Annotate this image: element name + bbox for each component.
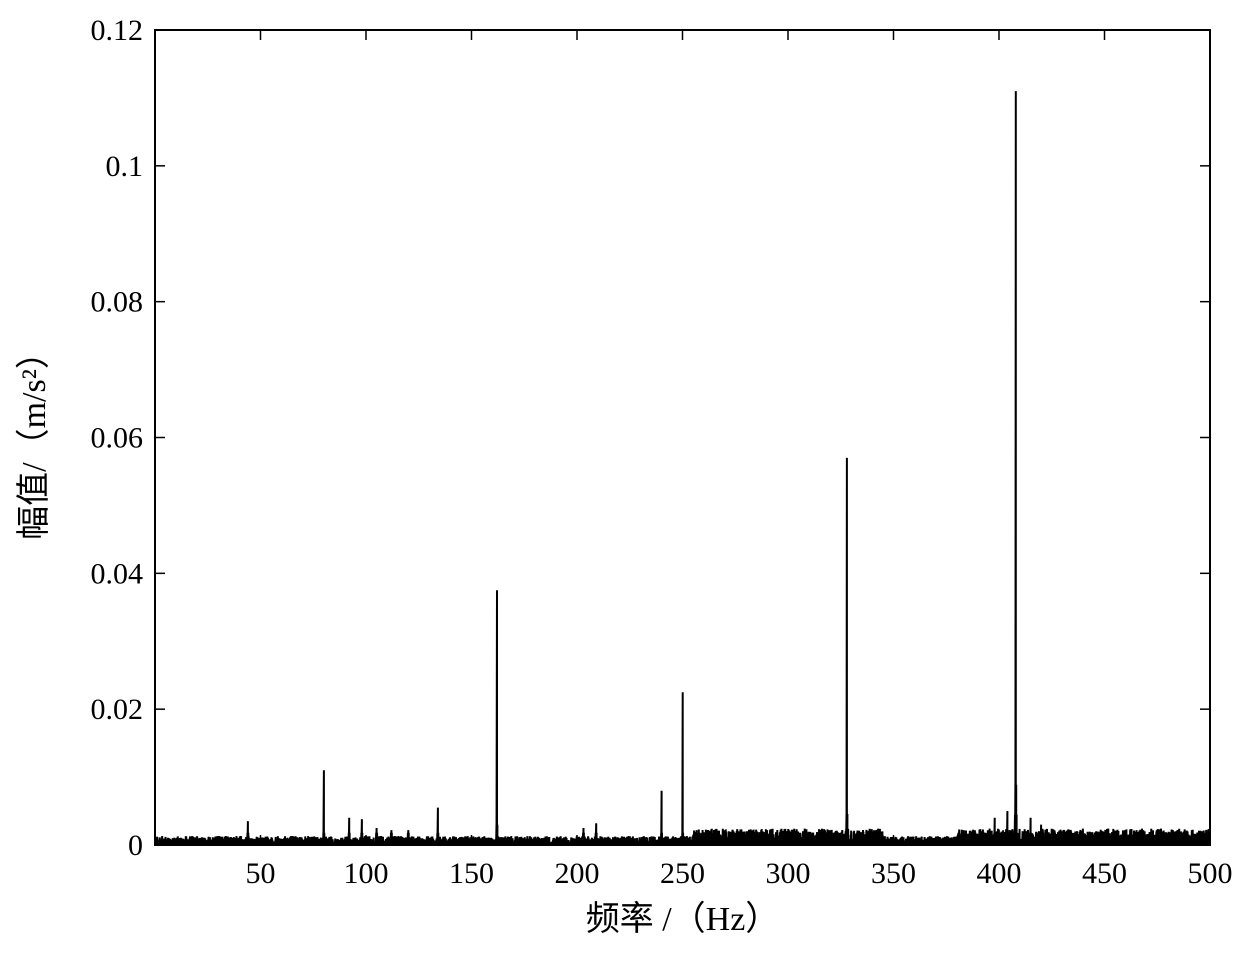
svg-text:100: 100 (344, 857, 389, 890)
svg-text:0.06: 0.06 (91, 422, 144, 455)
svg-text:0.12: 0.12 (91, 14, 144, 47)
svg-text:300: 300 (766, 857, 811, 890)
svg-text:250: 250 (660, 857, 705, 890)
svg-text:200: 200 (555, 857, 600, 890)
svg-text:0.02: 0.02 (91, 693, 144, 726)
spectrum-chart: 50 100 150 200 250 300 350 400 450 500 0 0.02 0.04 0.… (0, 0, 1240, 956)
svg-text:0: 0 (128, 829, 143, 862)
svg-text:400: 400 (977, 857, 1022, 890)
svg-text:500: 500 (1188, 857, 1233, 890)
svg-text:0.08: 0.08 (91, 286, 144, 319)
svg-text:450: 450 (1082, 857, 1127, 890)
svg-text:150: 150 (449, 857, 494, 890)
svg-text:50: 50 (246, 857, 276, 890)
svg-text:频率 /（Hz）: 频率 /（Hz） (586, 900, 780, 938)
svg-text:0.04: 0.04 (91, 557, 144, 590)
svg-text:350: 350 (871, 857, 916, 890)
svg-text:0.1: 0.1 (106, 150, 144, 183)
svg-text:幅值/（m/s²）: 幅值/（m/s²） (15, 335, 53, 540)
chart-svg: 50 100 150 200 250 300 350 400 450 500 0 0.02 0.04 0.… (0, 0, 1240, 956)
